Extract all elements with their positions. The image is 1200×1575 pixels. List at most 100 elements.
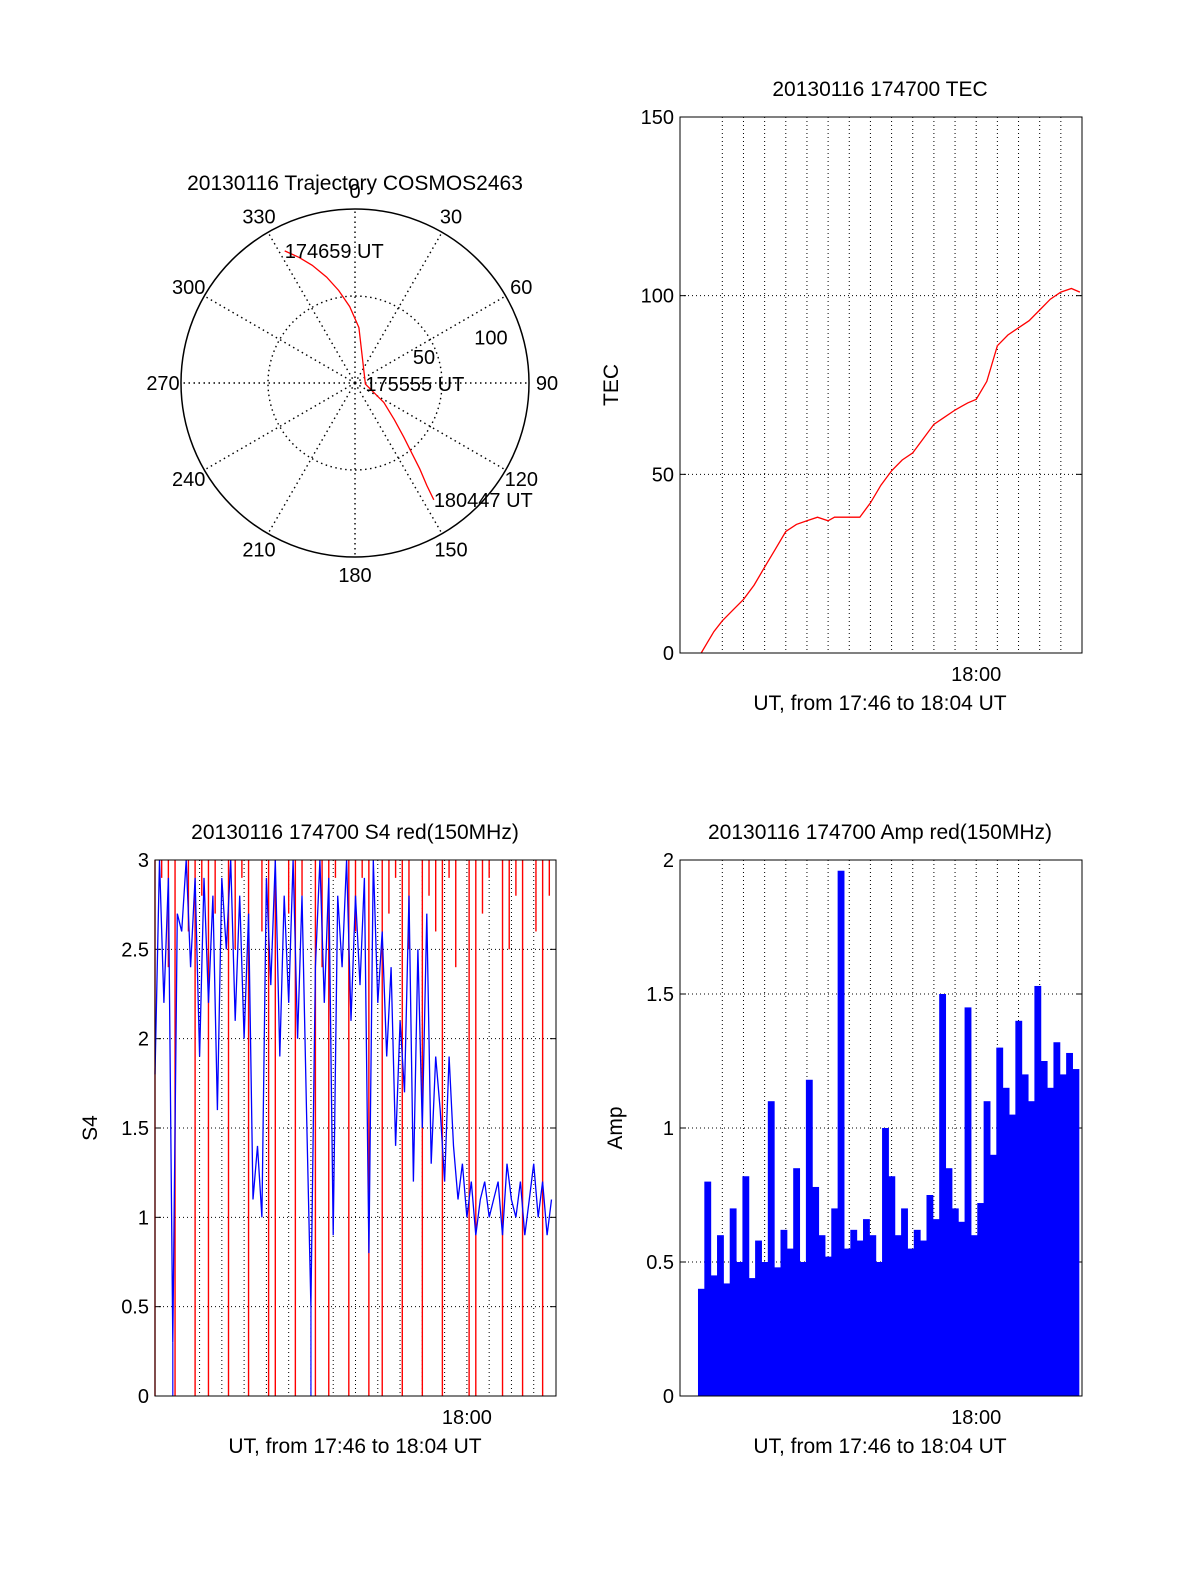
amp-bar	[1002, 1087, 1010, 1396]
amp-bar	[710, 1275, 718, 1396]
tec-title: 20130116 174700 TEC	[772, 78, 987, 101]
polar-radial-labels: 50 100	[413, 328, 508, 369]
amp-plot-frame	[679, 859, 1083, 1397]
amp-bar	[932, 1219, 940, 1396]
amp-series	[697, 870, 1080, 1396]
amp-bar	[704, 1181, 712, 1396]
tec-y-axis-label: TEC	[600, 364, 623, 406]
amp-bar	[793, 1168, 801, 1396]
amp-bar	[748, 1278, 756, 1396]
amp-bar	[869, 1235, 877, 1396]
amp-y-tick-label: 1.5	[646, 984, 674, 1006]
amp-bar	[951, 1208, 959, 1396]
amp-bar	[742, 1176, 750, 1396]
amp-bar	[755, 1240, 762, 1396]
tec-y-tick-label: 0	[663, 643, 674, 665]
amp-bar	[856, 1240, 864, 1396]
polar-spoke	[354, 295, 507, 384]
s4-title: 20130116 174700 S4 red(150MHz)	[191, 821, 519, 844]
polar-angle-label: 180	[338, 565, 371, 587]
amp-y-axis-label: Amp	[604, 1106, 627, 1149]
s4-y-tick-label: 2	[138, 1029, 149, 1051]
amp-bar	[1034, 985, 1042, 1396]
polar-angle-labels: 0 30 60 90 120 150 180 210 240 270 300 330	[146, 181, 558, 587]
amp-bar	[761, 1262, 769, 1396]
amp-bar	[945, 1168, 953, 1396]
amp-bar	[920, 1240, 927, 1396]
polar-spoke	[354, 231, 443, 384]
amp-y-tick-label: 1	[663, 1118, 674, 1140]
amp-bar	[729, 1208, 737, 1396]
trajectory-panel: 20130116 Trajectory COSMOS2463 0 30 60 90 12…	[146, 172, 558, 587]
amp-panel: 20130116 174700 Amp red(150MHz) 0 0.5 1 1.5…	[604, 821, 1083, 1458]
polar-spoke	[203, 382, 356, 471]
s4-panel: 20130116 174700 S4 red(150MHz) 0 0.5 1 1.5 2…	[79, 821, 557, 1458]
amp-bar	[863, 1219, 870, 1396]
amp-bar	[1053, 1042, 1061, 1396]
s4-y-tick-label: 0	[138, 1386, 149, 1408]
amp-bar	[989, 1154, 997, 1396]
amp-bar	[831, 1208, 839, 1396]
amp-x-tick-labels: 18:00	[951, 1407, 1001, 1429]
tec-plot-frame	[679, 116, 1083, 654]
amp-bar	[913, 1229, 921, 1396]
tec-y-tick-label: 50	[652, 464, 674, 486]
amp-bar	[901, 1208, 908, 1396]
s4-blue-line	[154, 859, 553, 1343]
amp-bar	[996, 1047, 1004, 1396]
amp-bar	[723, 1283, 731, 1396]
amp-bar	[805, 1079, 813, 1396]
track-annotations: 174659 UT 175555 UT 180447 UT	[285, 241, 533, 512]
polar-angle-label: 0	[349, 181, 360, 203]
polar-ring-50	[267, 295, 443, 471]
amp-bar	[818, 1235, 826, 1396]
amp-bar	[786, 1248, 794, 1396]
tec-y-tick-label: 100	[641, 286, 674, 308]
amp-bar	[977, 1203, 985, 1396]
amp-y-tick-label: 0.5	[646, 1252, 674, 1274]
amp-bar	[888, 1176, 896, 1396]
amp-bar	[736, 1262, 743, 1396]
amp-bar	[1066, 1052, 1073, 1396]
polar-angle-label: 150	[434, 539, 467, 561]
polar-angle-label: 60	[510, 277, 532, 299]
s4-y-tick-label: 1.5	[121, 1118, 149, 1140]
amp-bar	[1040, 1061, 1048, 1396]
amp-bar	[774, 1267, 781, 1396]
amp-bar	[767, 1101, 775, 1396]
amp-x-tick-label: 18:00	[951, 1407, 1001, 1429]
polar-angle-label: 330	[242, 207, 275, 229]
s4-series	[154, 859, 553, 1396]
s4-x-axis-label: UT, from 17:46 to 18:04 UT	[228, 1435, 481, 1458]
amp-bar	[939, 994, 947, 1396]
amp-bar	[1015, 1020, 1023, 1396]
polar-spoke	[267, 382, 356, 535]
s4-y-tick-label: 1	[138, 1207, 149, 1229]
amp-bar	[1009, 1114, 1016, 1396]
tec-grid	[680, 116, 1082, 654]
tec-x-tick-label: 18:00	[951, 664, 1001, 686]
amp-bar	[717, 1235, 724, 1396]
amp-bar	[824, 1256, 832, 1396]
amp-bar	[958, 1221, 966, 1396]
amp-bar	[780, 1229, 788, 1396]
polar-angle-label: 240	[172, 469, 205, 491]
track-annotation-label: 180447 UT	[434, 490, 533, 512]
polar-radial-label: 50	[413, 347, 435, 369]
s4-x-tick-labels: 18:00	[442, 1407, 492, 1429]
amp-y-tick-label: 2	[663, 850, 674, 872]
amp-bar	[697, 1288, 705, 1396]
amp-bar	[894, 1235, 902, 1396]
amp-bar	[926, 1195, 934, 1396]
amp-bar	[799, 1262, 807, 1396]
amp-bar	[983, 1101, 991, 1396]
track-annotation-label: 175555 UT	[365, 374, 464, 396]
polar-angle-label: 90	[536, 373, 558, 395]
satellite-track-line	[284, 250, 435, 501]
polar-angle-label: 270	[146, 373, 179, 395]
tec-x-axis-label: UT, from 17:46 to 18:04 UT	[753, 692, 1006, 715]
amp-bar	[875, 1262, 883, 1396]
amp-bar	[1021, 1074, 1029, 1396]
